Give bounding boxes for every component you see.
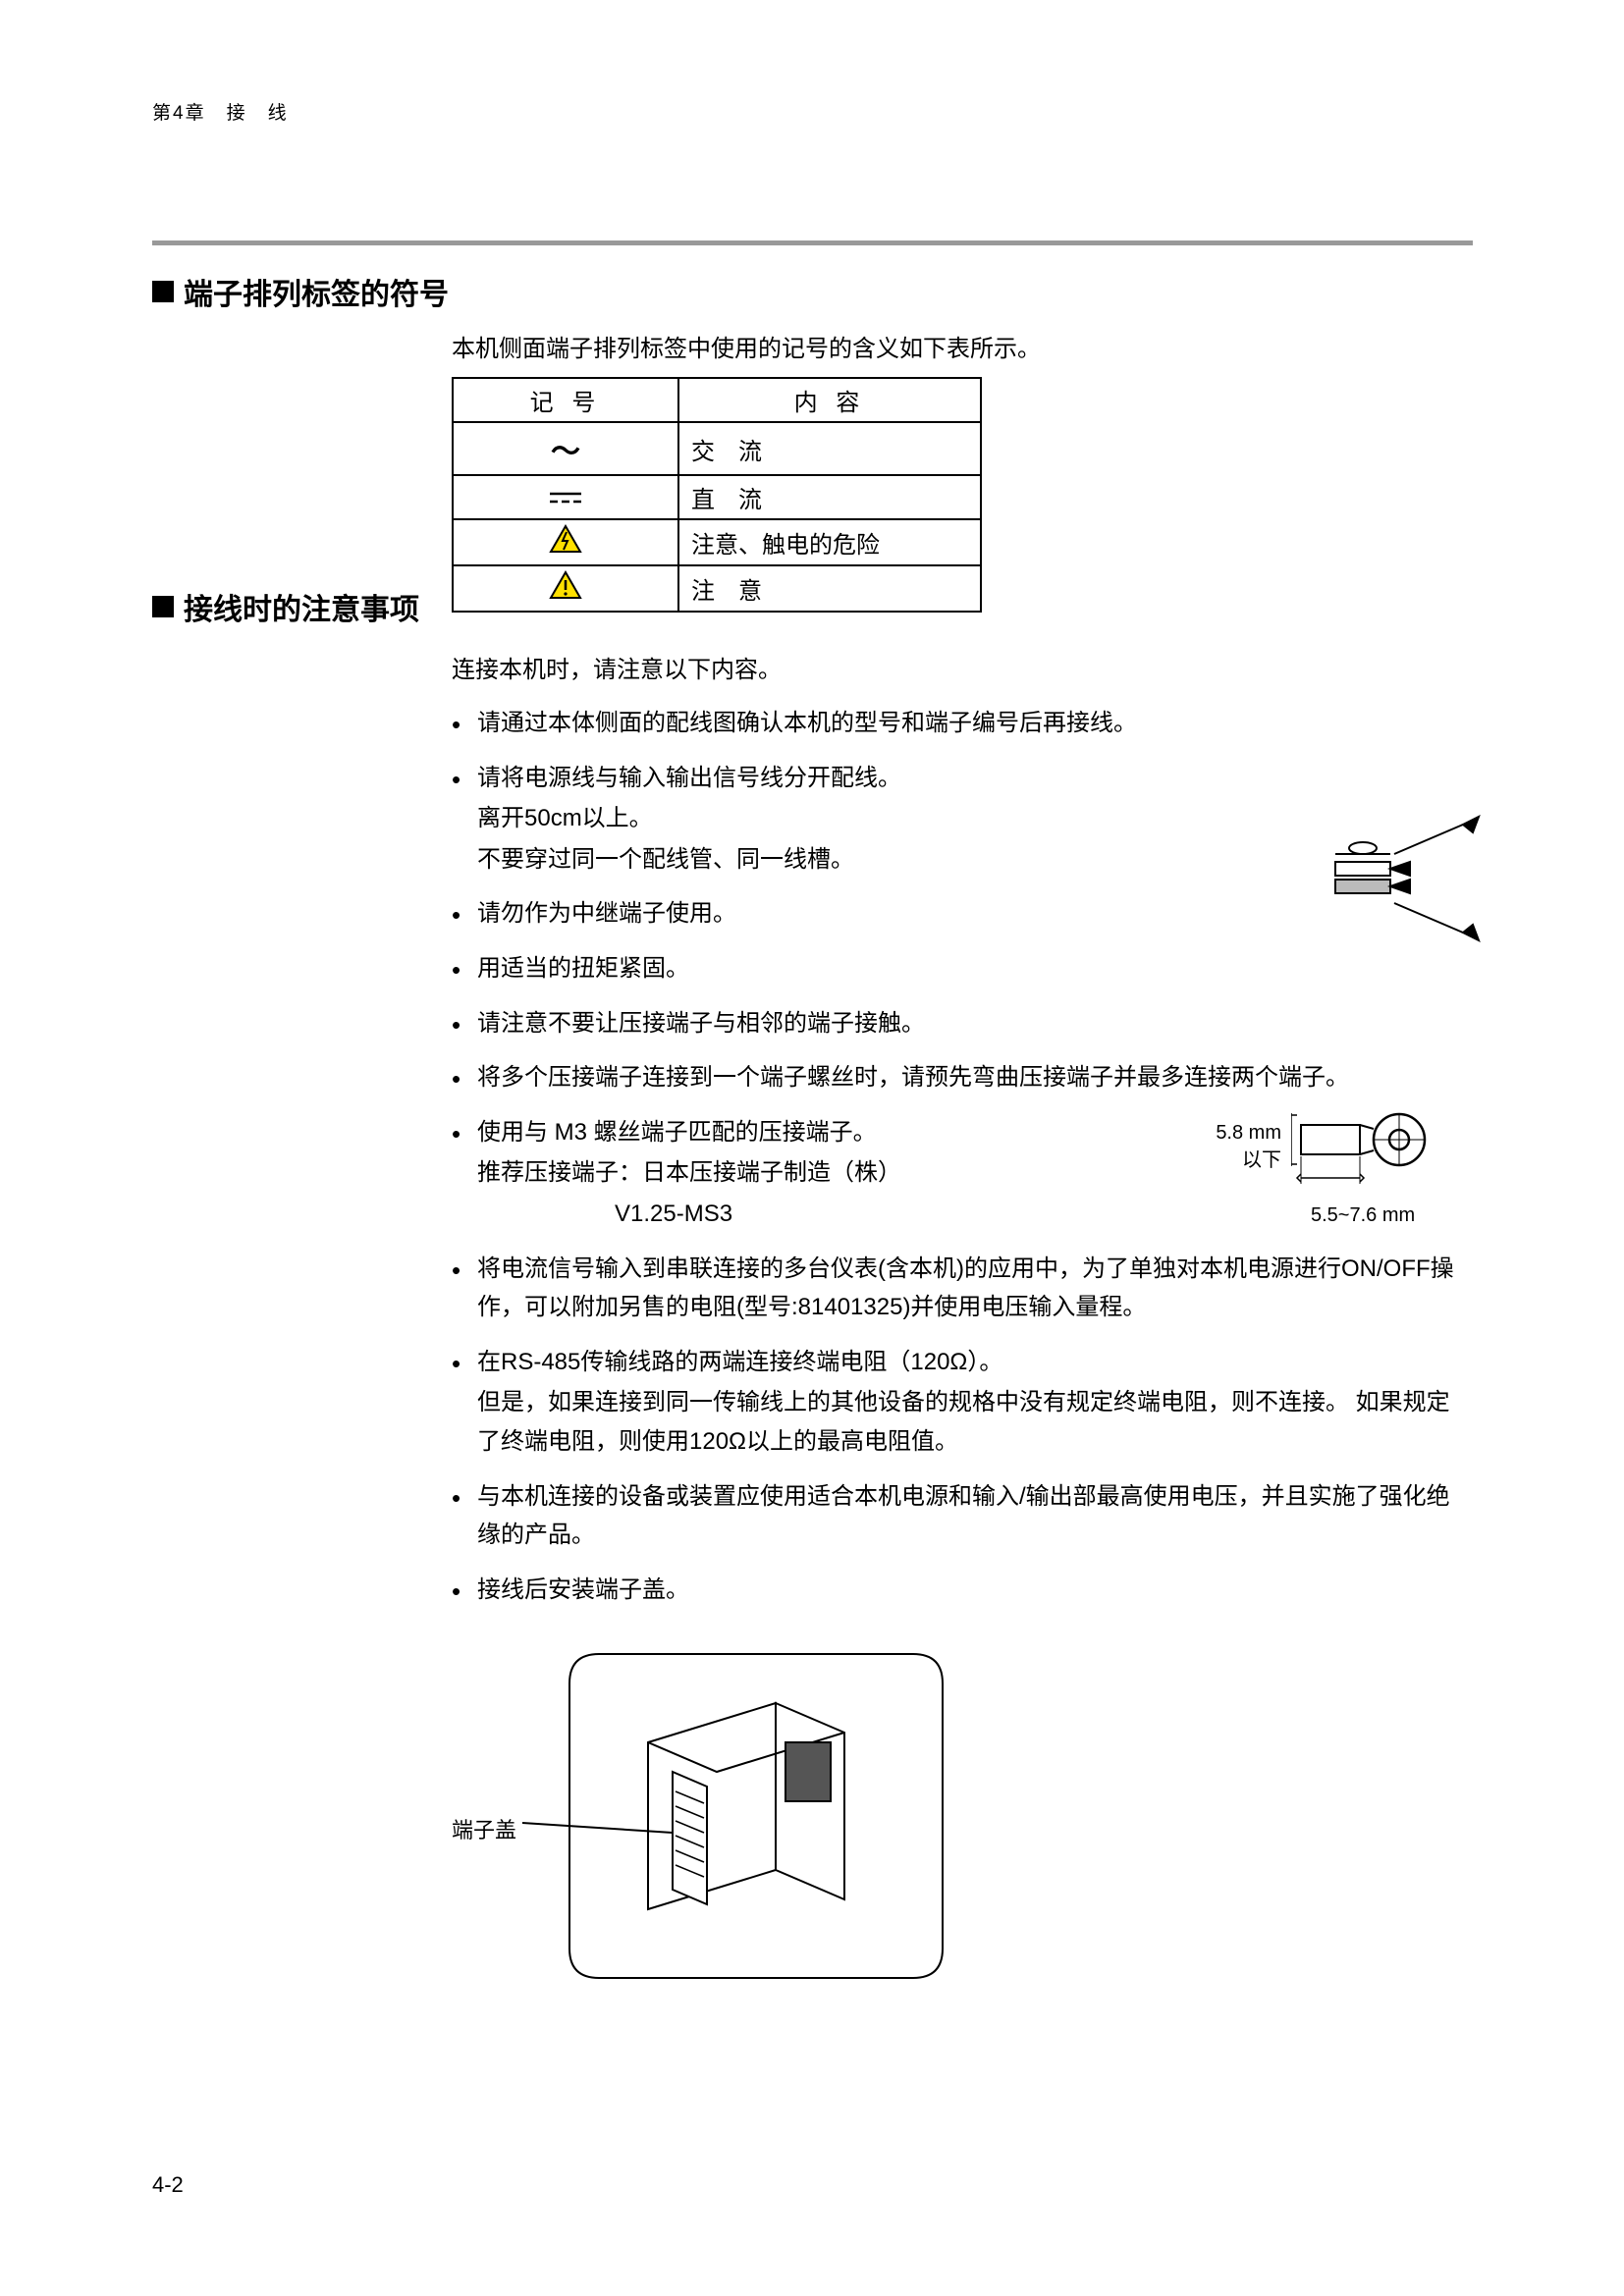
li-text: 请将电源线与输入输出信号线分开配线。 (477, 765, 901, 791)
list-item: 将电流信号输入到串联连接的多台仪表(含本机)的应用中，为了单独对本机电源进行ON… (452, 1250, 1473, 1327)
li-text: 请注意不要让压接端子与相邻的端子接触。 (477, 1010, 925, 1037)
section-terminal-symbols: 端子排列标签的符号 本机侧面端子排列标签中使用的记号的含义如下表所示。 记 号 … (152, 270, 1473, 613)
symbol-shock-icon (453, 519, 678, 565)
list-item: 请注意不要让压接端子与相邻的端子接触。 (452, 1004, 1473, 1043)
horizontal-rule (152, 240, 1473, 245)
section1-intro: 本机侧面端子排列标签中使用的记号的含义如下表所示。 (452, 329, 1473, 363)
symbol-dc-icon (453, 475, 678, 519)
desc-shock: 注意、触电的危险 (678, 519, 981, 565)
li-text: 与本机连接的设备或装置应使用适合本机电源和输入/输出部最高使用电压，并且实施了强… (477, 1483, 1450, 1549)
symbol-table: 记 号 内 容 〜 交 流 直 流 注意、触电的危险 (452, 377, 982, 613)
section-wiring-precautions: 接线时的注意事项 连接本机时，请注意以下内容。 请通过本体侧面的配线图确认本机的… (152, 585, 1473, 1998)
li-text: 使用与 M3 螺丝端子匹配的压接端子。 (477, 1119, 877, 1146)
list-item: 接线后安装端子盖。 (452, 1571, 1473, 1610)
list-item: 使用与 M3 螺丝端子匹配的压接端子。 推荐压接端子：日本压接端子制造（株） V… (452, 1113, 1473, 1234)
section2-intro: 连接本机时，请注意以下内容。 (452, 650, 1473, 684)
table-row: 注意、触电的危险 (453, 519, 981, 565)
symbol-ac-icon: 〜 (453, 422, 678, 475)
crimp-length-label: 5.5~7.6 mm (1311, 1200, 1415, 1232)
crimp-terminal-figure: 5.8 mm 以下 (1193, 1113, 1473, 1231)
device-icon (452, 1625, 972, 1998)
li-subtext: 但是，如果连接到同一传输线上的其他设备的规格中没有规定终端电阻，则不连接。 如果… (477, 1383, 1473, 1461)
page-number: 4-2 (152, 2172, 184, 2198)
desc-ac: 交 流 (678, 422, 981, 475)
square-bullet-icon (152, 596, 174, 617)
device-terminal-cover-figure: 端子盖 (452, 1625, 972, 1998)
label-text: 以下 (1242, 1149, 1281, 1171)
li-text: 请通过本体侧面的配线图确认本机的型号和端子编号后再接线。 (477, 710, 1137, 736)
th-symbol: 记 号 (453, 378, 678, 422)
table-row: 直 流 (453, 475, 981, 519)
list-item: 用适当的扭矩紧固。 (452, 949, 1473, 988)
li-text: 用适当的扭矩紧固。 (477, 955, 689, 982)
th-content: 内 容 (678, 378, 981, 422)
li-text: 请勿作为中继端子使用。 (477, 900, 736, 927)
list-item: 与本机连接的设备或装置应使用适合本机电源和输入/输出部最高使用电压，并且实施了强… (452, 1477, 1473, 1555)
desc-dc: 直 流 (678, 475, 981, 519)
screwdriver-icon (1316, 815, 1483, 952)
li-text: 接线后安装端子盖。 (477, 1576, 689, 1603)
section2-title-row: 接线时的注意事项 (152, 585, 1473, 628)
page-header: 第4章 接 线 (152, 98, 289, 125)
li-text: 将多个压接端子连接到一个端子螺丝时，请预先弯曲压接端子并最多连接两个端子。 (477, 1064, 1349, 1091)
square-bullet-icon (152, 281, 174, 302)
li-text: 在RS-485传输线路的两端连接终端电阻（120Ω）。 (477, 1349, 1002, 1375)
list-item: 在RS-485传输线路的两端连接终端电阻（120Ω）。 但是，如果连接到同一传输… (452, 1343, 1473, 1462)
li-text: 将电流信号输入到串联连接的多台仪表(含本机)的应用中，为了单独对本机电源进行ON… (477, 1255, 1454, 1321)
terminal-screw-figure (1316, 815, 1483, 952)
table-row: 〜 交 流 (453, 422, 981, 475)
section1-title-row: 端子排列标签的符号 (152, 270, 1473, 313)
section2-title: 接线时的注意事项 (184, 585, 419, 628)
label-text: 5.8 mm (1216, 1122, 1281, 1144)
list-item: 将多个压接端子连接到一个端子螺丝时，请预先弯曲压接端子并最多连接两个端子。 (452, 1058, 1473, 1097)
crimp-width-label: 5.8 mm 以下 (1193, 1119, 1281, 1174)
section1-title: 端子排列标签的符号 (184, 270, 449, 313)
list-item: 请通过本体侧面的配线图确认本机的型号和端子编号后再接线。 (452, 704, 1473, 743)
